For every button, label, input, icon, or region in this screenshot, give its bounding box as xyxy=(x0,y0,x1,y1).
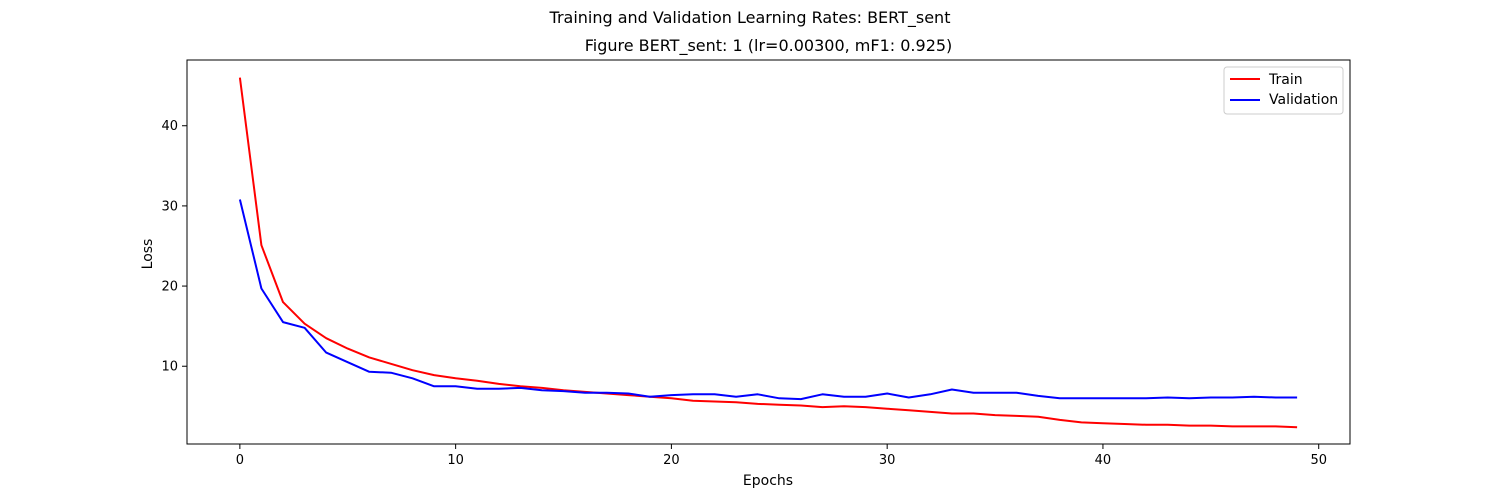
x-axis-label: Epochs xyxy=(743,473,793,489)
x-tick-label: 30 xyxy=(879,453,896,468)
y-axis-label: Loss xyxy=(140,239,156,270)
series-line-validation xyxy=(238,199,1298,401)
figure-suptitle: Training and Validation Learning Rates: … xyxy=(549,8,951,27)
plot-area xyxy=(238,77,1298,429)
y-tick-label: 20 xyxy=(161,280,178,295)
axes-frame xyxy=(186,59,1351,445)
axes-title: Figure BERT_sent: 1 (lr=0.00300, mF1: 0.… xyxy=(584,36,953,55)
series-line-train xyxy=(238,77,1298,429)
x-tick-label: 10 xyxy=(447,453,464,468)
y-tick-label: 40 xyxy=(161,119,178,134)
y-tick-label: 10 xyxy=(161,360,178,375)
x-tick-label: 50 xyxy=(1310,453,1327,468)
x-tick-label: 20 xyxy=(663,453,680,468)
legend-label-train: Train xyxy=(1268,72,1303,88)
legend: Train Validation xyxy=(1223,66,1344,115)
x-tick-label: 40 xyxy=(1095,453,1112,468)
y-tick-label: 30 xyxy=(161,199,178,214)
x-tick-label: 0 xyxy=(236,453,244,468)
axis-ticks: 0 10 20 30 40 50 10 20 30 40 xyxy=(161,119,1327,468)
legend-label-validation: Validation xyxy=(1269,92,1338,108)
